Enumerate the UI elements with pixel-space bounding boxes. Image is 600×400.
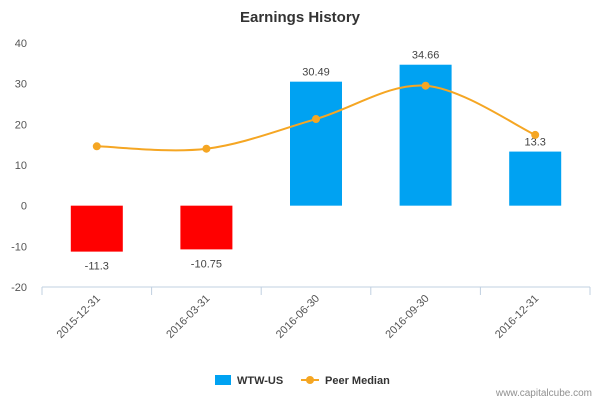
- y-tick-label: 40: [15, 38, 27, 50]
- bar-data-label: -10.75: [191, 258, 222, 270]
- bars-layer: -11.3 -10.75 30.49 34.66 13.3: [70, 50, 562, 273]
- bar-wtw-us[interactable]: [290, 81, 342, 206]
- x-tick-label: 2016-12-31: [493, 293, 541, 341]
- legend-wtw-swatch: [215, 375, 231, 385]
- y-tick-label: 0: [21, 201, 27, 213]
- peer-median-point[interactable]: [202, 144, 211, 153]
- legend[interactable]: WTW-US Peer Median: [215, 375, 390, 387]
- x-tick-label: 2016-06-30: [274, 293, 322, 341]
- peer-median-point[interactable]: [421, 81, 430, 90]
- peer-median-point[interactable]: [531, 130, 540, 139]
- x-tick-label: 2015-12-31: [55, 293, 103, 341]
- peer-median-line-layer: [92, 81, 540, 153]
- bar-wtw-us[interactable]: [70, 205, 123, 252]
- bar-data-label: 34.66: [412, 50, 440, 62]
- legend-wtw-label: WTW-US: [237, 375, 283, 387]
- peer-median-point[interactable]: [312, 115, 320, 124]
- credit-text: www.capitalcube.com: [495, 388, 592, 399]
- y-tick-label: 10: [15, 160, 27, 172]
- bar-wtw-us[interactable]: [509, 151, 562, 206]
- bar-data-label: -11.3: [85, 261, 109, 273]
- y-tick-label: 20: [15, 119, 27, 131]
- x-tick-label: 2016-03-31: [164, 293, 212, 341]
- legend-peer-marker-icon: [306, 376, 314, 384]
- x-tick-label: 2016-09-30: [383, 293, 431, 341]
- bar-data-label: 30.49: [302, 67, 330, 79]
- y-tick-label: 30: [15, 79, 27, 91]
- y-tick-label: -10: [11, 241, 27, 253]
- bar-data-label: 13.3: [524, 137, 545, 149]
- peer-median-point[interactable]: [92, 142, 101, 151]
- chart-title: Earnings History: [240, 9, 361, 26]
- y-tick-label: -20: [11, 282, 27, 294]
- legend-peer-label: Peer Median: [325, 375, 390, 387]
- bar-wtw-us[interactable]: [180, 205, 233, 250]
